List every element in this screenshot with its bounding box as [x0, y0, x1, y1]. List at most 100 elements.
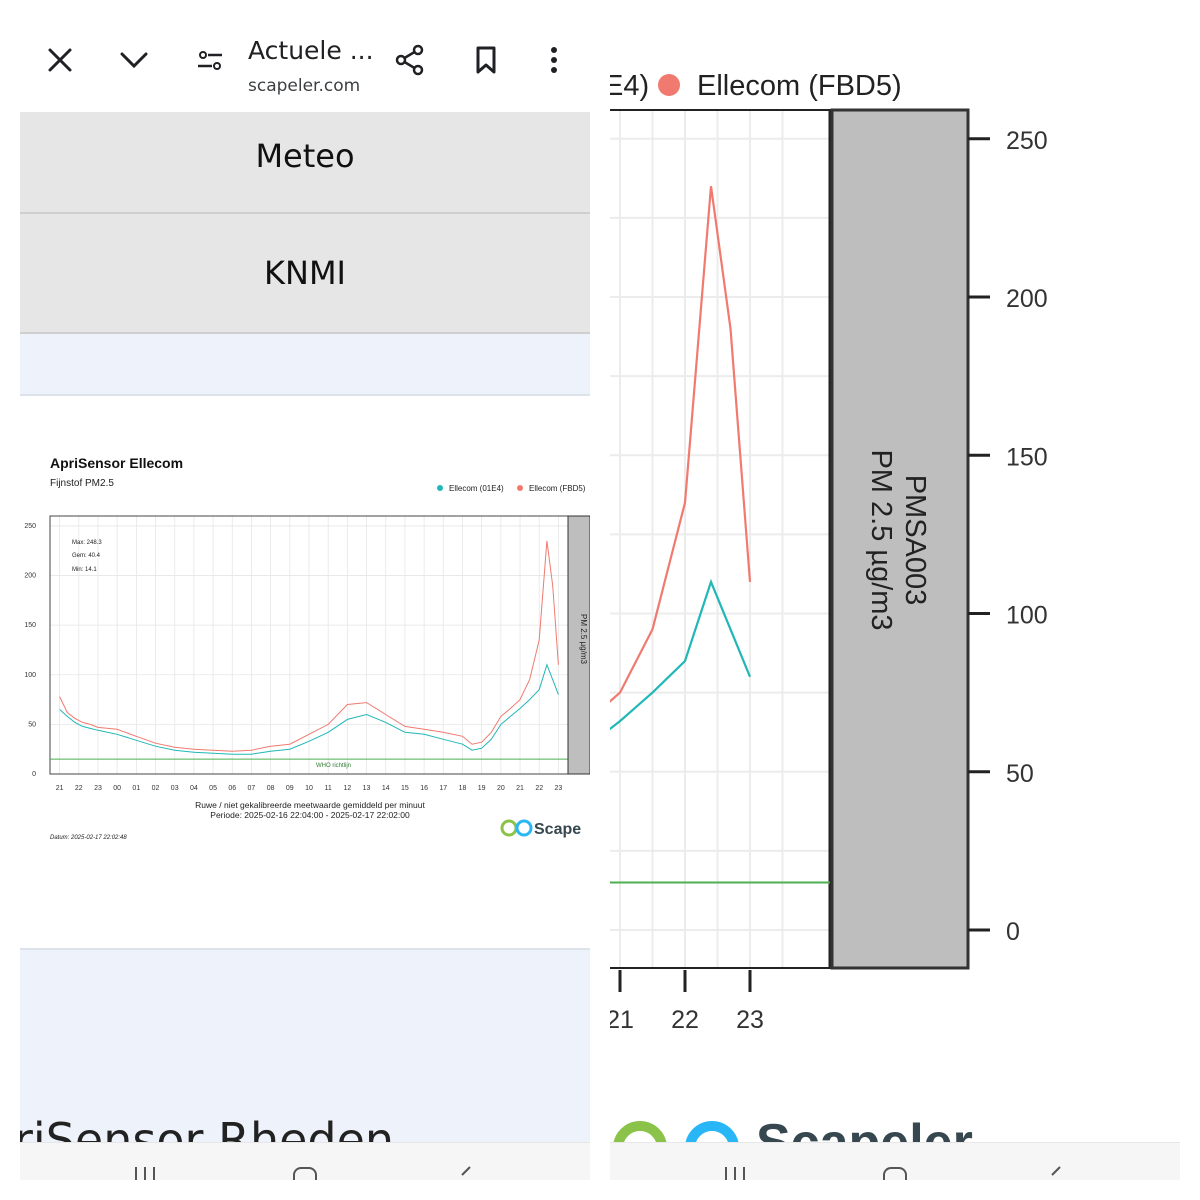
more-vert-icon[interactable]	[536, 42, 572, 78]
panel-line2: PM 2.5 µg/m3	[865, 449, 897, 630]
x-tick-label: 23	[736, 1006, 764, 1034]
scapeler-logo-zoom: Scapeler	[613, 1114, 973, 1142]
y-tick-label: 150	[24, 622, 36, 629]
y-tick-label: 200	[24, 573, 36, 580]
legend-entry-01E4: Ellecom (01E4)	[449, 484, 504, 493]
chart-legend: Ellecom (01E4) Ellecom (FBD5)	[437, 484, 586, 493]
chart-caption-line1: Ruwe / niet gekalibreerde meetwaarde gem…	[195, 800, 425, 810]
stat-max: Max: 248.3	[72, 540, 102, 546]
meteo-button[interactable]: Meteo	[20, 112, 590, 214]
panel-label: PM 2.5 µg/m3	[579, 614, 588, 665]
y-tick-label: 0	[1006, 918, 1020, 946]
logo-text-zoom: Scapeler	[756, 1114, 973, 1142]
x-tick-label: 21	[610, 1006, 634, 1034]
x-tick-label: 23	[555, 785, 563, 792]
right-screenshot-zoomed: E4) Ellecom (FBD5) PMSA003 PM 2.5 µg/m3 …	[610, 20, 1180, 1180]
recent-apps-icon[interactable]	[722, 1163, 748, 1180]
lower-section	[20, 948, 590, 1144]
back-icon[interactable]	[454, 1163, 480, 1180]
y-tick-label: 0	[32, 771, 36, 778]
y-tick-label: 50	[28, 721, 36, 728]
chevron-down-icon[interactable]	[116, 42, 152, 78]
stat-gem: Gem: 40.4	[72, 553, 101, 559]
close-icon[interactable]	[42, 42, 78, 78]
left-screenshot: Actuele ... scapeler.com Meteo KNMI Apri…	[20, 20, 590, 1180]
x-tick-label: 08	[267, 785, 275, 792]
chart-caption-line2: Periode: 2025-02-16 22:04:00 - 2025-02-1…	[210, 810, 410, 820]
x-axis: 21 22 23 00 01 02 03 04 05 06 07 08 09 10 11 12 13 14 15 16…	[56, 785, 563, 792]
y-tick-label: 250	[24, 523, 36, 530]
x-tick-label: 15	[401, 785, 409, 792]
chart-side-panel-zoom	[830, 108, 970, 970]
android-nav-bar	[20, 1142, 590, 1180]
x-tick-label: 11	[325, 785, 332, 792]
scapeler-logo: Scape	[500, 819, 581, 838]
y-tick-label: 100	[1006, 602, 1048, 630]
x-tick-label: 02	[152, 785, 160, 792]
y-tick-label: 250	[1006, 127, 1048, 155]
legend-marker-FBD5	[658, 74, 680, 96]
chart-side-panel	[567, 515, 590, 775]
section-heading-rheden: riSensor Rheden	[20, 1113, 395, 1142]
chart-title: ApriSensor Ellecom	[50, 455, 183, 471]
legend-prefix: E4)	[610, 70, 649, 102]
x-tick-label: 23	[94, 785, 102, 792]
page-url[interactable]: scapeler.com	[248, 76, 361, 96]
legend-entry-FBD5: Ellecom (FBD5)	[529, 484, 586, 493]
stat-min: Min: 14.1	[72, 567, 97, 573]
series-FBD5-line	[59, 540, 559, 752]
x-tick-label: 01	[132, 785, 140, 792]
x-tick-label: 20	[497, 785, 505, 792]
x-tick-label: 22	[75, 785, 83, 792]
chart-subtitle: Fijnstof PM2.5	[50, 478, 114, 489]
x-tick-label: 21	[516, 785, 524, 792]
pm25-chart-zoomed: E4) Ellecom (FBD5) PMSA003 PM 2.5 µg/m3 …	[610, 20, 1180, 1142]
series-01E4-line-zoom	[610, 578, 752, 731]
y-tick-label: 50	[1006, 760, 1034, 788]
y-tick-label: 150	[1006, 443, 1048, 471]
x-tick-label: 16	[420, 785, 428, 792]
panel-line1: PMSA003	[899, 475, 931, 606]
x-tick-label: 00	[113, 785, 121, 792]
x-tick-label: 03	[171, 785, 179, 792]
x-tick-label: 12	[343, 785, 351, 792]
who-guideline-label: WHO richtlijn	[316, 763, 351, 769]
pm25-chart-image: ApriSensor Ellecom Fijnstof PM2.5 Elleco…	[20, 396, 590, 948]
share-icon[interactable]	[392, 42, 428, 78]
x-tick-label: 21	[56, 785, 64, 792]
x-tick-label: 22	[671, 1006, 699, 1034]
zoom-grid	[610, 110, 830, 968]
x-tick-label: 19	[478, 785, 486, 792]
home-icon[interactable]	[292, 1163, 318, 1180]
page-settings-icon[interactable]	[192, 42, 228, 78]
home-icon[interactable]	[882, 1163, 908, 1180]
x-tick-label: 18	[459, 785, 467, 792]
bookmark-icon[interactable]	[468, 42, 504, 78]
x-tick-label: 05	[209, 785, 217, 792]
y-axis-zoom: 0 50 100 150 200 250	[968, 127, 1048, 946]
browser-toolbar: Actuele ... scapeler.com	[20, 20, 590, 112]
x-tick-label: 04	[190, 785, 198, 792]
series-01E4-line	[59, 663, 559, 755]
y-tick-label: 200	[1006, 285, 1048, 313]
x-tick-label: 07	[248, 785, 256, 792]
chart-grid	[50, 516, 568, 775]
knmi-button[interactable]: KNMI	[20, 214, 590, 334]
y-tick-label: 100	[24, 672, 36, 679]
x-tick-label: 13	[363, 785, 371, 792]
x-tick-label: 09	[286, 785, 294, 792]
android-nav-bar-right	[610, 1142, 1180, 1180]
y-axis: 0 50 100 150 200 250	[24, 523, 36, 778]
page-title[interactable]: Actuele ...	[248, 36, 374, 65]
back-icon[interactable]	[1044, 1163, 1070, 1180]
recent-apps-icon[interactable]	[132, 1163, 158, 1180]
x-tick-label: 22	[535, 785, 543, 792]
series-FBD5-line-zoom	[610, 186, 752, 703]
logo-text: Scape	[534, 821, 581, 838]
x-tick-label: 10	[305, 785, 313, 792]
section-divider	[20, 334, 590, 396]
x-tick-label: 14	[382, 785, 390, 792]
legend-entry-FBD5-zoom: Ellecom (FBD5)	[697, 70, 902, 102]
x-tick-label: 06	[228, 785, 236, 792]
